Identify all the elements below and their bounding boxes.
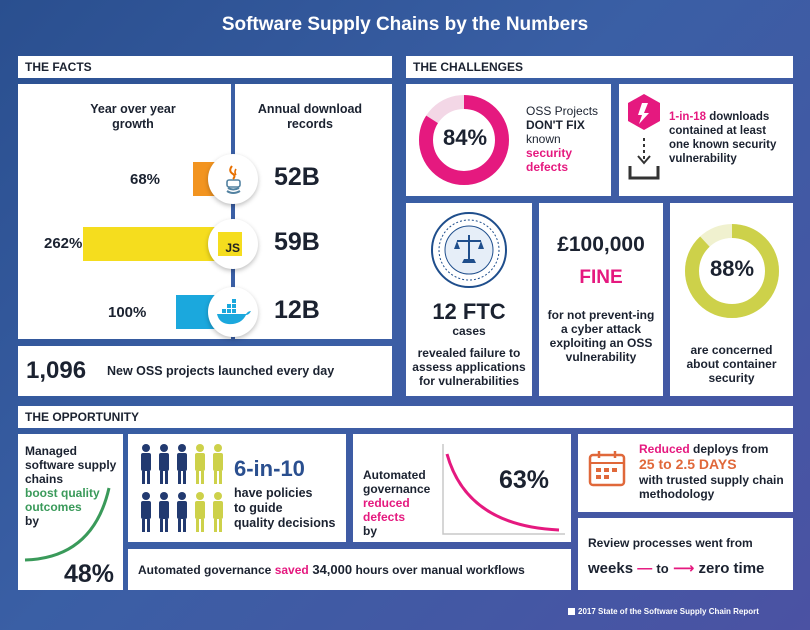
quality-highlight: boost quality outcomes — [25, 486, 100, 514]
fine-amount: £100,000 — [557, 233, 645, 256]
downloads-line4: vulnerability — [669, 153, 737, 165]
container-donut-chart — [685, 224, 779, 318]
policies-line2: to guide — [234, 501, 283, 515]
js-icon-label: JS — [218, 232, 242, 256]
downloads-highlight: 1-in-18 — [669, 111, 707, 123]
saved-pre: Automated governance — [138, 563, 275, 577]
deploys-range: 25 to 2.5 DAYS — [639, 456, 737, 472]
review-from: weeks — [588, 560, 634, 577]
vulnerable-downloads-panel: 1-in-18 downloads contained at least one… — [619, 84, 793, 196]
growth-header: Year over year growth — [90, 102, 176, 131]
defects-line1: Automated governance — [363, 468, 431, 496]
oss-line3: known — [526, 132, 561, 146]
report-icon — [568, 608, 575, 615]
calendar-icon — [588, 451, 626, 487]
saved-hours-text: Automated governance saved 34,000 hours … — [138, 562, 525, 577]
policies-panel: 6-in-10 have policies to guide quality d… — [128, 434, 346, 542]
deploys-text: Reduced deploys from 25 to 2.5 DAYS with… — [639, 442, 789, 501]
defects-text: Automated governance reduced defects by — [363, 468, 448, 538]
oss-line5: defects — [526, 160, 569, 174]
deploys-highlight: Reduced — [639, 442, 690, 456]
quality-line1: Managed software supply chains — [25, 444, 117, 486]
quality-growth-curve — [24, 487, 111, 562]
policies-text: have policies to guide quality decisions — [234, 486, 335, 531]
downloads-line2: contained at least — [669, 125, 767, 137]
policies-number: 6-in-10 — [234, 456, 305, 481]
saved-post: hours over manual workflows — [352, 563, 525, 577]
java-downloads: 52B — [274, 163, 320, 191]
quality-line3: by — [25, 514, 40, 528]
new-projects-text: New OSS projects launched every day — [107, 364, 335, 378]
people-group-icon — [141, 444, 223, 532]
section-opportunity-header: THE OPPORTUNITY — [18, 406, 793, 428]
ftc-unit: cases — [452, 324, 486, 338]
docker-downloads: 12B — [274, 296, 320, 324]
java-growth: 68% — [130, 171, 161, 188]
saved-hours-panel: Automated governance saved 34,000 hours … — [128, 549, 571, 590]
review-to: to — [656, 561, 669, 576]
page-title: Software Supply Chains by the Numbers — [221, 14, 589, 35]
policies-line3: quality decisions — [234, 516, 336, 530]
new-projects-number: 1,096 — [26, 357, 87, 384]
docker-icon — [208, 287, 258, 337]
saved-highlight: saved — [274, 563, 309, 577]
oss-line4: security — [526, 146, 573, 160]
saved-number: 34,000 — [308, 562, 353, 577]
section-facts-header: THE FACTS — [18, 56, 392, 78]
container-panel: 88% are concerned about container securi… — [670, 203, 793, 396]
oss-text: OSS Projects DON'T FIX known security de… — [526, 104, 598, 174]
review-flow: weeks — to ⟶ zero time — [588, 559, 793, 577]
oss-line1: OSS Projects — [526, 104, 599, 118]
facts-panel: Year over year growth Annual download re… — [18, 84, 392, 339]
ftc-panel: 12 FTC cases revealed failure to assess … — [406, 203, 532, 396]
download-header: Annual download records — [257, 102, 363, 131]
js-downloads: 59B — [274, 228, 320, 256]
footer-text: 2017 State of the Software Supply Chain … — [578, 607, 759, 616]
quality-percent: 48% — [64, 560, 115, 588]
oss-dont-fix-panel: 84% OSS Projects DON'T FIX known securit… — [406, 84, 611, 196]
downloads-line3b: security — [732, 139, 777, 151]
defects-decline-curve — [442, 444, 565, 535]
docker-growth: 100% — [108, 304, 147, 321]
quality-text: Managed software supply chains boost qua… — [25, 444, 121, 528]
ftc-seal-icon — [431, 212, 507, 288]
downloads-line3: one known — [669, 139, 733, 151]
fine-label: FINE — [579, 267, 623, 288]
container-percent: 88% — [709, 256, 755, 281]
review-text: Review processes went from — [588, 536, 753, 550]
defects-highlight: reduced defects — [363, 496, 410, 524]
deploys-panel: Reduced deploys from 25 to 2.5 DAYS with… — [578, 434, 793, 512]
defects-panel: Automated governance reduced defects by … — [353, 434, 571, 542]
javascript-icon: JS — [208, 219, 258, 269]
footer-credit: 2017 State of the Software Supply Chain … — [568, 607, 759, 616]
vulnerable-downloads-text: 1-in-18 downloads contained at least one… — [669, 110, 791, 166]
review-arrow-icon: ⟶ — [672, 560, 695, 577]
defects-line3: by — [363, 524, 378, 538]
fine-panel: £100,000 FINE for not prevent-ing a cybe… — [539, 203, 663, 396]
ftc-text: revealed failure to assess applications … — [412, 346, 526, 388]
facts-divider — [231, 84, 235, 339]
oss-line2: DON'T FIX — [526, 118, 585, 132]
oss-donut-chart — [419, 95, 509, 185]
review-arrow-line: — — [637, 560, 653, 577]
fine-text: for not prevent-ing a cyber attack explo… — [547, 308, 655, 364]
section-challenges-header: THE CHALLENGES — [406, 56, 793, 78]
container-text: are concerned about container security — [686, 343, 777, 385]
defects-percent: 63% — [499, 466, 550, 494]
deploys-line3: with trusted supply chain methodology — [639, 473, 784, 501]
downloads-line1: downloads — [706, 111, 770, 123]
deploys-line1: deploys from — [689, 442, 769, 456]
review-target: zero time — [698, 560, 765, 577]
oss-percent: 84% — [442, 125, 488, 150]
java-icon — [208, 154, 258, 204]
policies-line1: have policies — [234, 486, 313, 500]
review-panel: Review processes went from weeks — to ⟶ … — [578, 518, 793, 590]
quality-panel: Managed software supply chains boost qua… — [18, 434, 123, 590]
ftc-number: 12 FTC — [432, 299, 506, 324]
download-warning-icon — [628, 94, 660, 180]
new-projects-panel: 1,096 New OSS projects launched every da… — [18, 346, 392, 396]
js-growth: 262% — [44, 235, 83, 252]
